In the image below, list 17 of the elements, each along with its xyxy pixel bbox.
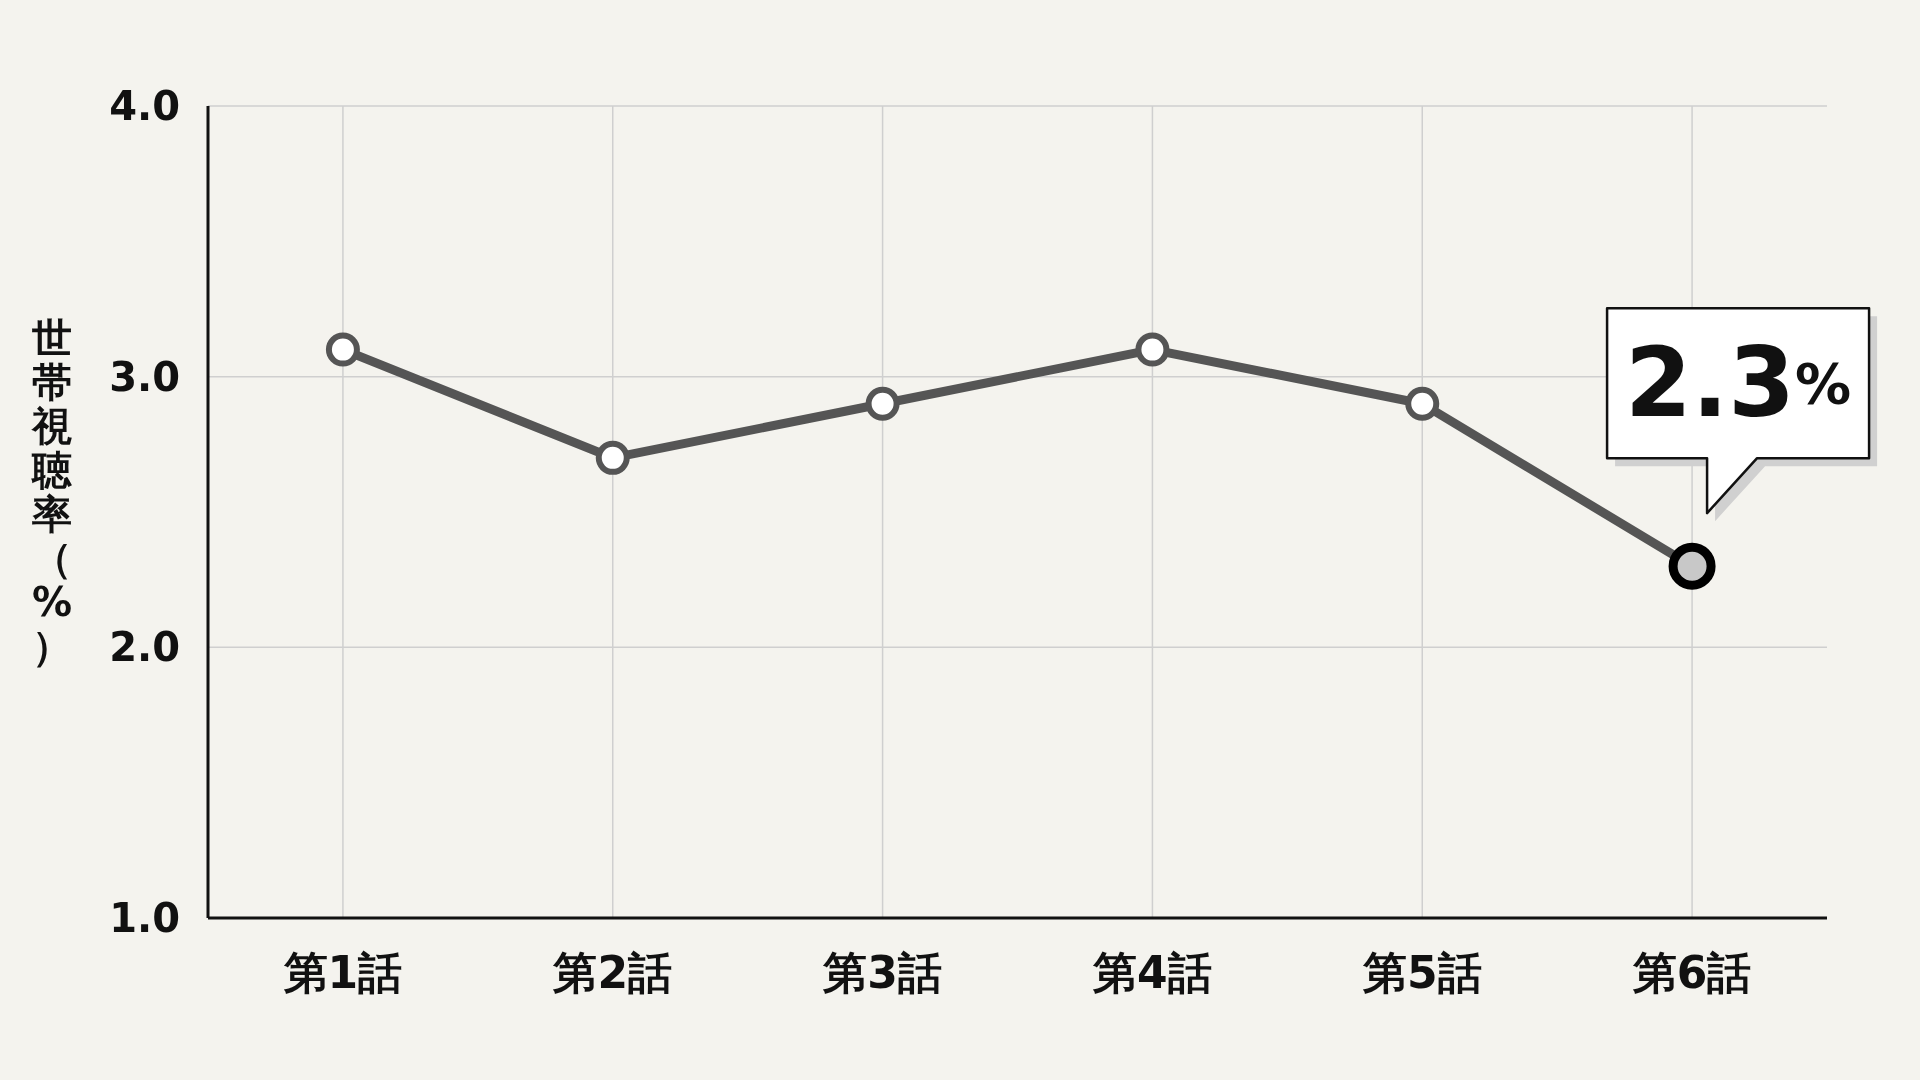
x-tick-label: 第6話	[1631, 947, 1752, 998]
point	[1135, 332, 1170, 367]
x-tick-label: 第1話	[282, 947, 403, 998]
annotation: 2.3%	[1625, 327, 1852, 440]
x-tick-label: 第4話	[1092, 947, 1212, 998]
x-tick-label: 第3話	[822, 947, 942, 998]
y-tick-label: 3.0	[109, 353, 180, 400]
point	[595, 440, 630, 475]
y-tick-label: 1.0	[109, 895, 180, 941]
y-tick-label: 2.0	[109, 624, 180, 671]
point	[325, 332, 360, 367]
y-axis-title: 世帯視聴率（%）	[31, 315, 73, 669]
x-tick-label: 第5話	[1361, 947, 1482, 998]
point	[865, 386, 900, 421]
point	[1405, 386, 1440, 421]
x-tick-label: 第2話	[552, 947, 673, 998]
y-tick-label: 4.0	[109, 83, 180, 129]
